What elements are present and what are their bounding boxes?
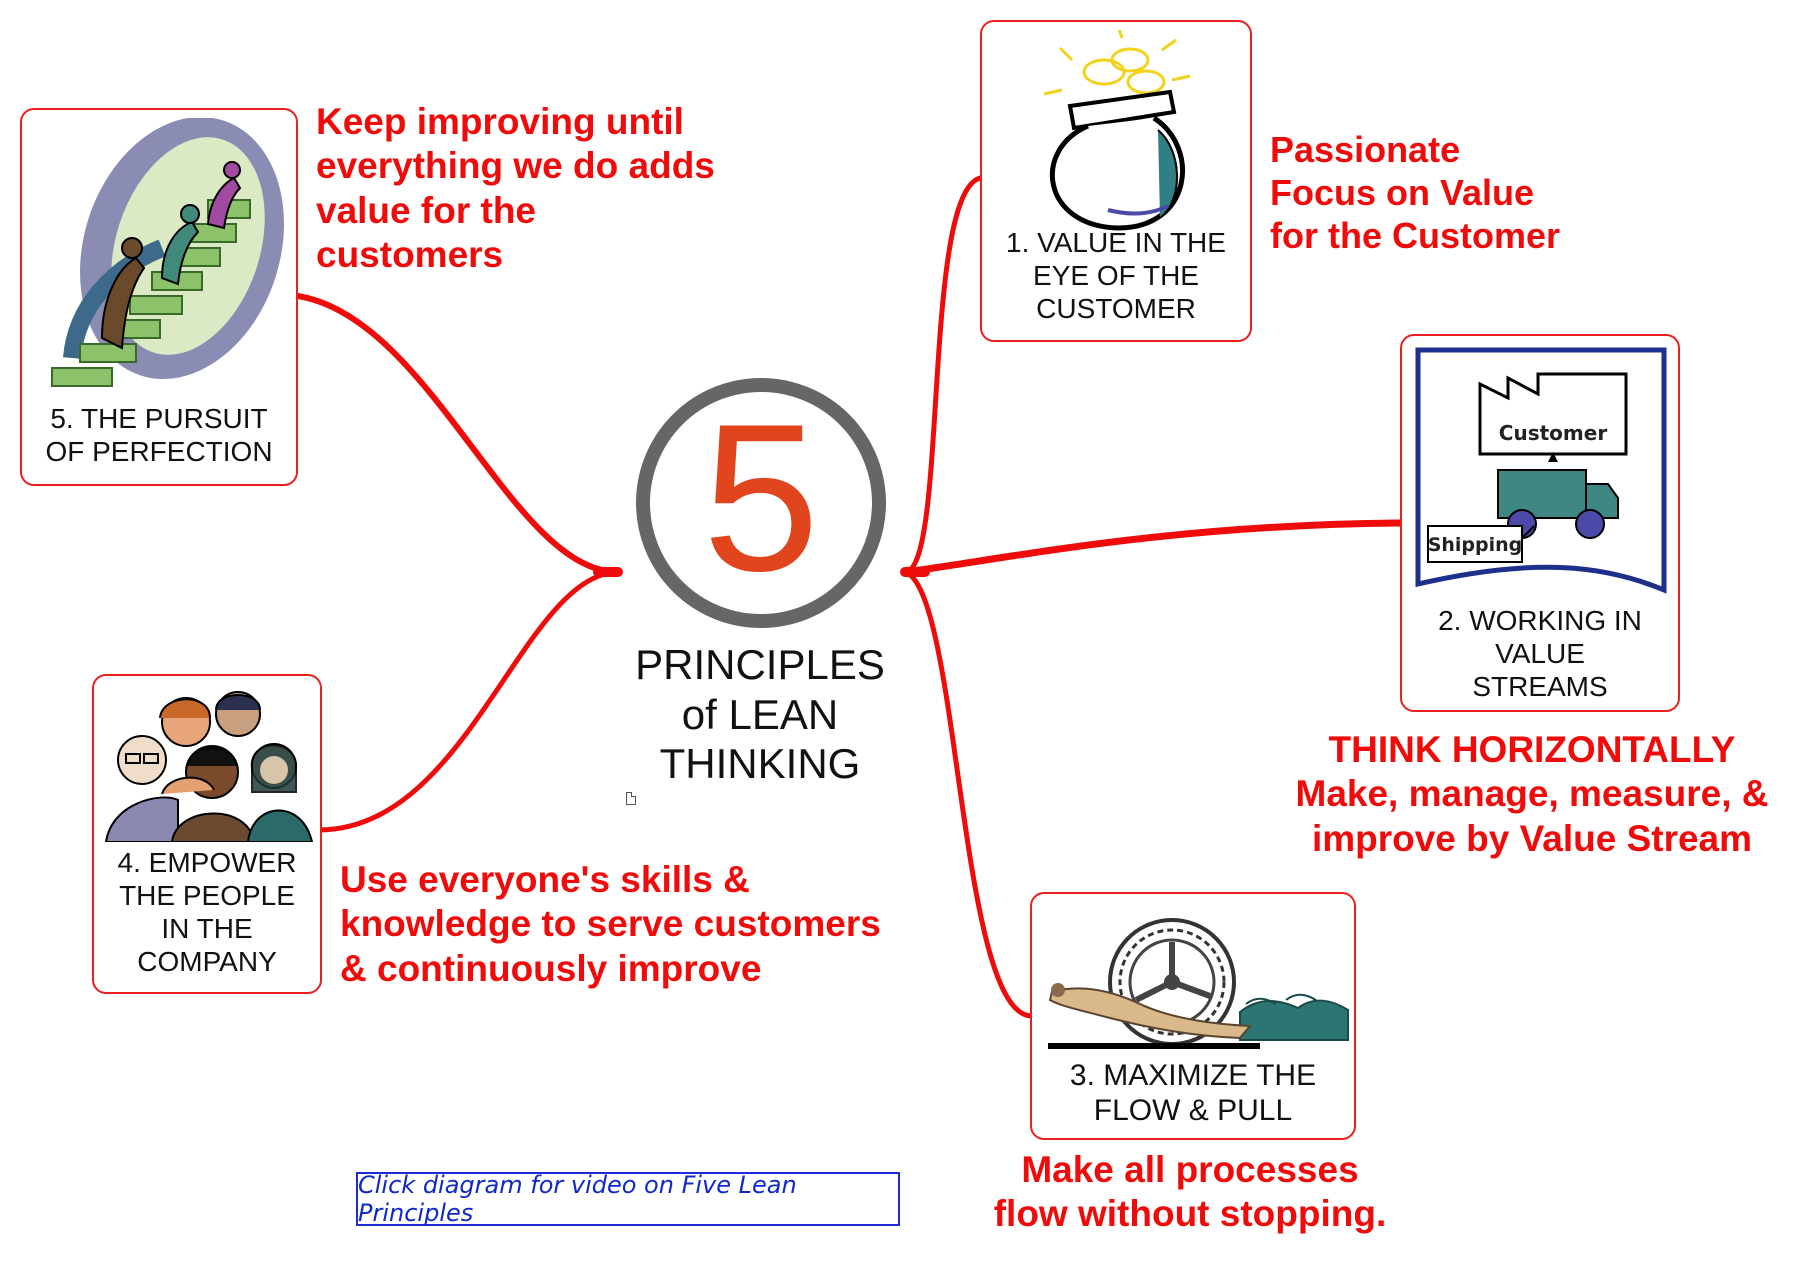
caption-line: THE PEOPLE bbox=[119, 880, 295, 912]
caption-line: 3. MAXIMIZE THE bbox=[1069, 1059, 1317, 1092]
principle-5-card[interactable]: 5. THE PURSUIT OF PERFECTION bbox=[20, 108, 298, 486]
note-line: value for the bbox=[316, 189, 536, 231]
caption-line: 5. THE PURSUIT bbox=[50, 403, 268, 434]
caption-line: COMPANY bbox=[137, 946, 277, 978]
connector-to-principle-1 bbox=[902, 175, 983, 575]
attached-document-icon[interactable] bbox=[626, 792, 636, 805]
principle-4-note: Use everyone's skills & knowledge to ser… bbox=[340, 858, 881, 991]
video-link-label: Click diagram for video on Five Lean Pri… bbox=[358, 1171, 797, 1227]
center-title-line: of LEAN bbox=[681, 690, 839, 738]
connector-to-principle-2 bbox=[901, 519, 1404, 576]
video-link[interactable]: Click diagram for video on Five Lean Pri… bbox=[356, 1171, 900, 1227]
principle-3-card[interactable]: 3. MAXIMIZE THE FLOW & PULL bbox=[1030, 892, 1356, 1140]
note-line: Use everyone's skills & bbox=[340, 859, 750, 900]
center-title-line: THINKING bbox=[659, 740, 861, 788]
connector-to-principle-3 bbox=[902, 569, 1033, 1019]
caption-line: IN THE bbox=[161, 913, 253, 945]
principle-3-note: Make all processes flow without stopping… bbox=[970, 1148, 1410, 1237]
note-line: improve by Value Stream bbox=[1311, 817, 1753, 859]
principle-2-card[interactable]: Customer Shipping 2. WORKING IN VALUE ST… bbox=[1400, 334, 1680, 712]
note-line: everything we do adds bbox=[316, 145, 715, 187]
principle-3-caption: 3. MAXIMIZE THE FLOW & PULL bbox=[1032, 1058, 1354, 1129]
diagram-shipping-label: Shipping bbox=[1428, 534, 1523, 556]
center-number: 5 bbox=[703, 380, 820, 615]
center-title: PRINCIPLES of LEAN THINKING bbox=[570, 640, 950, 789]
note-line: Make, manage, measure, & bbox=[1295, 773, 1769, 815]
center-emblem: 5 bbox=[636, 378, 886, 628]
money-bag-icon bbox=[1043, 30, 1191, 231]
value-stream-map-icon: Customer Shipping bbox=[1415, 347, 1667, 594]
principle-5-note: Keep improving until everything we do ad… bbox=[316, 100, 715, 278]
caption-line: CUSTOMER bbox=[1036, 293, 1196, 325]
note-line: knowledge to serve customers bbox=[340, 903, 881, 945]
caption-line: OF PERFECTION bbox=[45, 436, 273, 468]
note-line: Focus on Value bbox=[1270, 172, 1535, 214]
diagram-customer-label: Customer bbox=[1499, 421, 1608, 445]
caption-line: 1. VALUE IN THE bbox=[1006, 227, 1226, 258]
connector-to-principle-5 bbox=[295, 293, 621, 575]
caption-line: STREAMS bbox=[1472, 671, 1608, 703]
principle-2-note: THINK HORIZONTALLY Make, manage, measure… bbox=[1262, 728, 1802, 861]
principle-2-caption: 2. WORKING IN VALUE STREAMS bbox=[1402, 604, 1678, 703]
caption-line: EYE OF THE bbox=[1033, 260, 1199, 292]
caption-line: VALUE bbox=[1495, 638, 1585, 670]
principle-4-caption: 4. EMPOWER THE PEOPLE IN THE COMPANY bbox=[94, 846, 320, 978]
people-group-icon bbox=[104, 691, 314, 842]
caption-line: 4. EMPOWER bbox=[117, 847, 297, 878]
center-ring bbox=[636, 378, 886, 628]
waterwheel-icon bbox=[1048, 918, 1349, 1049]
note-line: Make all processes bbox=[1021, 1149, 1359, 1190]
center-title-line: PRINCIPLES bbox=[635, 641, 885, 688]
principle-1-card[interactable]: 1. VALUE IN THE EYE OF THE CUSTOMER bbox=[980, 20, 1252, 342]
note-line: THINK HORIZONTALLY bbox=[1328, 729, 1736, 770]
principle-4-card[interactable]: 4. EMPOWER THE PEOPLE IN THE COMPANY bbox=[92, 674, 322, 994]
note-line: flow without stopping. bbox=[993, 1193, 1387, 1235]
note-line: Keep improving until bbox=[316, 101, 684, 142]
caption-line: FLOW & PULL bbox=[1093, 1094, 1293, 1128]
note-line: Passionate bbox=[1270, 129, 1461, 170]
note-line: for the Customer bbox=[1270, 215, 1561, 257]
principle-5-caption: 5. THE PURSUIT OF PERFECTION bbox=[22, 402, 296, 468]
principle-1-note: Passionate Focus on Value for the Custom… bbox=[1270, 128, 1560, 258]
connector-to-principle-4 bbox=[317, 569, 621, 833]
principle-1-caption: 1. VALUE IN THE EYE OF THE CUSTOMER bbox=[982, 226, 1250, 325]
caption-line: 2. WORKING IN bbox=[1438, 605, 1642, 636]
note-line: & continuously improve bbox=[340, 947, 762, 989]
note-line: customers bbox=[316, 234, 504, 276]
stair-climbing-icon bbox=[51, 118, 284, 387]
